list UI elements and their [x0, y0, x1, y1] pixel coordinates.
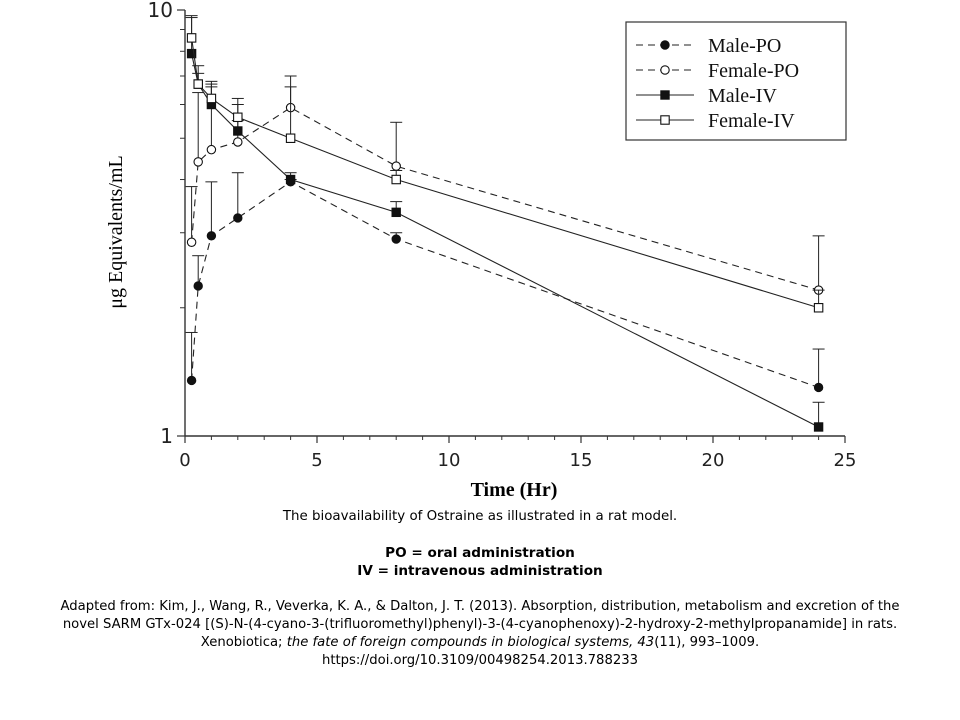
- citation-suffix: (11), 993–1009.: [654, 635, 760, 650]
- data-point-female-iv: [813, 303, 824, 313]
- data-point-female-iv: [285, 133, 296, 143]
- data-point-male-po: [193, 281, 203, 291]
- x-tick-label: 20: [702, 450, 725, 471]
- y-tick-label: 1: [160, 424, 173, 448]
- citation-line-3: Xenobiotica; the fate of foreign compoun…: [0, 634, 960, 652]
- caption-description: The bioavailability of Ostraine as illus…: [282, 509, 678, 524]
- y-tick-label: 10: [148, 0, 173, 22]
- data-point-female-iv: [206, 93, 217, 104]
- data-point-male-iv: [233, 126, 243, 136]
- citation-prefix: Xenobiotica;: [200, 635, 287, 650]
- data-point-male-po: [233, 213, 243, 223]
- legend-marker: [660, 115, 670, 125]
- figure-caption: The bioavailability of Ostraine as illus…: [0, 508, 960, 670]
- chart-series: [185, 15, 825, 432]
- x-tick-label: 25: [834, 450, 857, 471]
- series-female-iv: [185, 17, 825, 313]
- data-point-female-iv: [391, 174, 401, 185]
- citation-journal: the fate of foreign compounds in biologi…: [286, 635, 655, 650]
- y-axis-label: μg Equivalents/mL: [105, 155, 127, 308]
- x-tick-label: 5: [311, 450, 322, 471]
- legend-marker: [660, 90, 670, 100]
- data-point-male-po: [206, 231, 217, 241]
- data-point-male-iv: [813, 422, 824, 432]
- data-point-male-po: [186, 375, 197, 386]
- data-point-male-iv: [285, 174, 296, 185]
- data-point-female-po: [206, 144, 217, 155]
- data-point-male-po: [391, 234, 401, 244]
- series-male-po: [185, 172, 825, 393]
- legend-label: Female-PO: [708, 60, 799, 82]
- pharmacokinetic-chart: 0 5 10 15 20 25 1 10 Male-PO Female-PO Male-IV Fem…: [105, 0, 857, 501]
- data-point-female-po: [391, 161, 401, 171]
- legend-label: Female-IV: [708, 110, 795, 132]
- data-point-female-po: [186, 237, 197, 247]
- caption-iv-definition: IV = intravenous administration: [357, 563, 603, 579]
- data-point-female-po: [233, 137, 243, 147]
- chart-legend: Male-PO Female-PO Male-IV Female-IV: [625, 21, 847, 141]
- x-tick-label: 0: [179, 450, 190, 471]
- legend-label: Male-PO: [708, 35, 781, 57]
- data-point-female-iv: [233, 112, 243, 123]
- legend-marker: [660, 65, 670, 75]
- data-point-female-iv: [193, 79, 203, 89]
- data-point-male-po: [813, 382, 824, 393]
- citation-doi: https://doi.org/10.3109/00498254.2013.78…: [321, 653, 639, 668]
- legend-label: Male-IV: [708, 85, 777, 107]
- citation-line-2: novel SARM GTx-024 [(S)-N-(4-cyano-3-(tr…: [62, 617, 898, 632]
- data-point-male-iv: [391, 207, 401, 218]
- data-point-male-iv: [186, 48, 197, 59]
- data-point-female-po: [193, 157, 203, 167]
- citation-line-1: Adapted from: Kim, J., Wang, R., Veverka…: [60, 599, 900, 614]
- data-point-female-iv: [186, 33, 197, 43]
- x-tick-label: 15: [570, 450, 593, 471]
- caption-po-definition: PO = oral administration: [385, 545, 575, 561]
- x-tick-label: 10: [438, 450, 461, 471]
- legend-marker: [660, 40, 670, 50]
- chart-axes: 0 5 10 15 20 25 1 10: [148, 0, 857, 471]
- x-axis-label: Time (Hr): [471, 479, 558, 501]
